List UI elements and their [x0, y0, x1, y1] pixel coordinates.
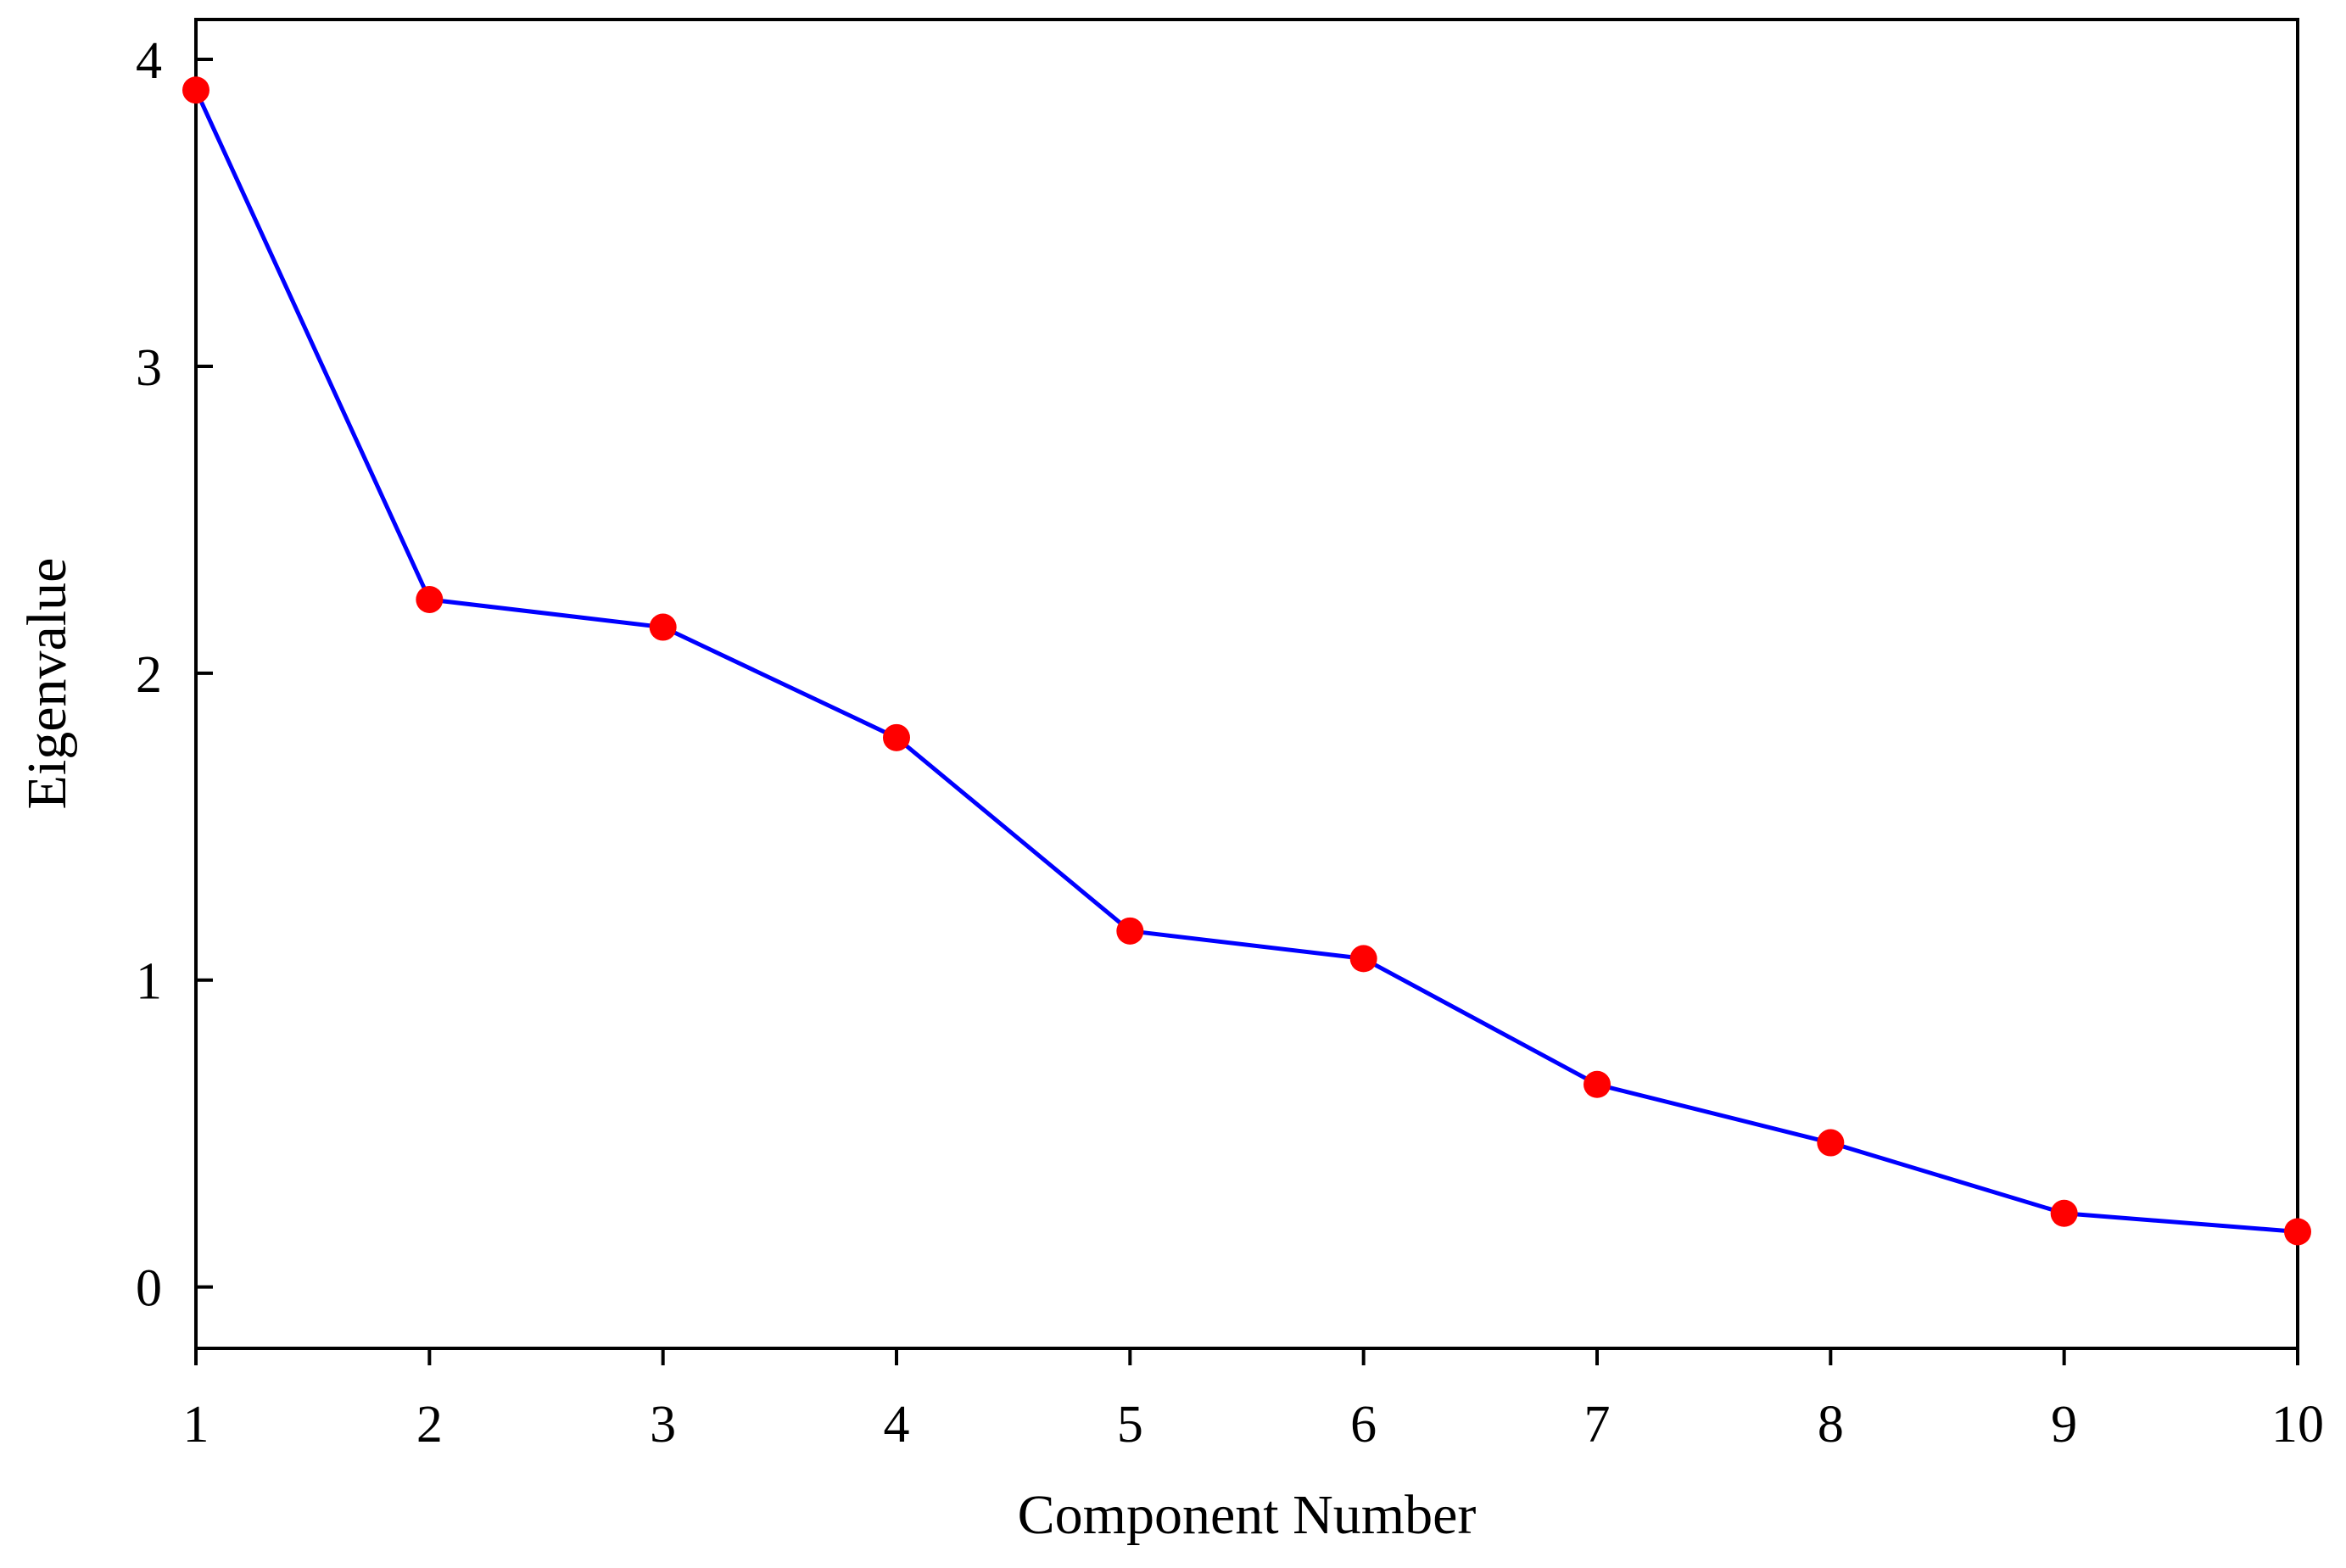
y-tick-label: 1 — [136, 953, 162, 1011]
y-tick-label: 3 — [136, 339, 162, 397]
x-tick-label: 9 — [2051, 1396, 2077, 1454]
data-point — [883, 723, 910, 751]
data-point — [1817, 1129, 1845, 1157]
x-tick-label: 2 — [416, 1396, 443, 1454]
x-tick-label: 10 — [2271, 1396, 2324, 1454]
y-axis-title: Eigenvalue — [16, 558, 78, 810]
data-point — [1584, 1070, 1611, 1098]
x-tick-label: 4 — [884, 1396, 910, 1454]
x-tick-label: 7 — [1584, 1396, 1611, 1454]
y-tick-label: 0 — [136, 1260, 162, 1318]
x-tick-label: 1 — [183, 1396, 209, 1454]
data-point — [1349, 945, 1377, 973]
y-tick-label: 4 — [136, 32, 162, 90]
x-tick-label: 8 — [1818, 1396, 1844, 1454]
series-layer — [182, 76, 2311, 1246]
y-tick-label: 2 — [136, 646, 162, 704]
data-point — [2050, 1199, 2078, 1227]
plot-frame — [194, 18, 2299, 1350]
x-tick-label: 3 — [650, 1396, 676, 1454]
x-tick-label: 6 — [1350, 1396, 1377, 1454]
y-axis-ticks: 0 1 2 3 4 — [136, 32, 213, 1318]
x-tick-label: 5 — [1117, 1396, 1143, 1454]
series-line — [193, 89, 2299, 1234]
data-point — [182, 76, 209, 104]
data-point — [649, 613, 677, 641]
x-axis-title: Component Number — [1018, 1484, 1477, 1546]
data-point — [2284, 1218, 2311, 1246]
data-point — [1116, 917, 1144, 945]
x-axis-ticks: 1 2 3 4 5 6 7 8 9 10 — [183, 1348, 2324, 1454]
data-point — [416, 585, 444, 613]
